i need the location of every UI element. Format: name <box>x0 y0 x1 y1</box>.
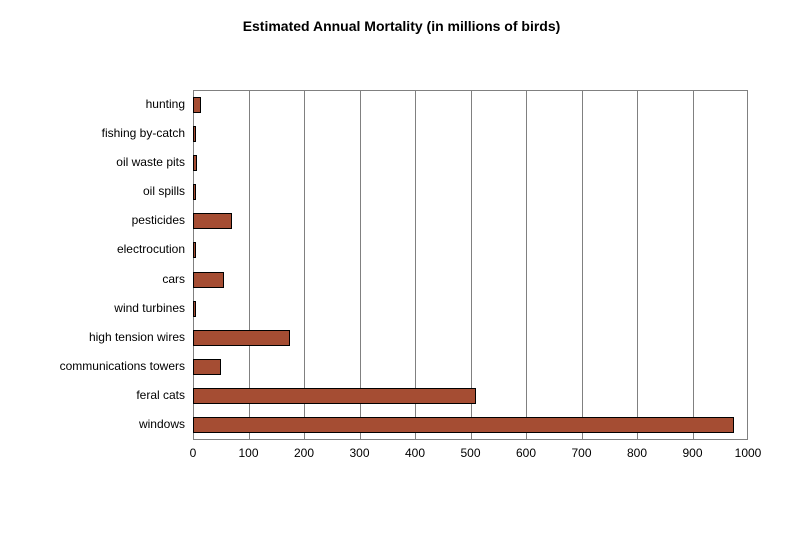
bar <box>193 213 232 229</box>
x-tick-label: 200 <box>279 446 329 460</box>
x-tick-label: 100 <box>224 446 274 460</box>
chart-container: Estimated Annual Mortality (in millions … <box>0 0 803 535</box>
y-tick-label: oil spills <box>143 184 185 198</box>
gridline <box>582 90 583 440</box>
y-tick-label: communications towers <box>60 359 185 373</box>
gridline <box>637 90 638 440</box>
x-tick-label: 400 <box>390 446 440 460</box>
x-tick-label: 600 <box>501 446 551 460</box>
y-tick-label: fishing by-catch <box>102 126 185 140</box>
y-tick-label: electrocution <box>117 242 185 256</box>
x-tick-label: 300 <box>335 446 385 460</box>
y-tick-label: cars <box>162 272 185 286</box>
chart-title: Estimated Annual Mortality (in millions … <box>0 18 803 34</box>
y-tick-label: windows <box>139 417 185 431</box>
y-tick-label: wind turbines <box>114 301 185 315</box>
y-tick-label: feral cats <box>136 388 185 402</box>
bar <box>193 155 197 171</box>
x-tick-label: 500 <box>446 446 496 460</box>
bar <box>193 242 196 258</box>
bar <box>193 97 201 113</box>
x-tick-label: 900 <box>668 446 718 460</box>
y-tick-label: high tension wires <box>89 330 185 344</box>
y-tick-label: pesticides <box>132 213 185 227</box>
bar <box>193 359 221 375</box>
bar <box>193 330 290 346</box>
x-tick-label: 0 <box>168 446 218 460</box>
x-tick-label: 800 <box>612 446 662 460</box>
bar <box>193 388 476 404</box>
bar <box>193 272 224 288</box>
x-tick-label: 1000 <box>723 446 773 460</box>
x-tick-label: 700 <box>557 446 607 460</box>
gridline <box>526 90 527 440</box>
y-tick-label: oil waste pits <box>116 155 185 169</box>
gridline <box>693 90 694 440</box>
bar <box>193 417 734 433</box>
bar <box>193 301 196 317</box>
bar <box>193 184 196 200</box>
y-tick-label: hunting <box>146 97 185 111</box>
bar <box>193 126 196 142</box>
